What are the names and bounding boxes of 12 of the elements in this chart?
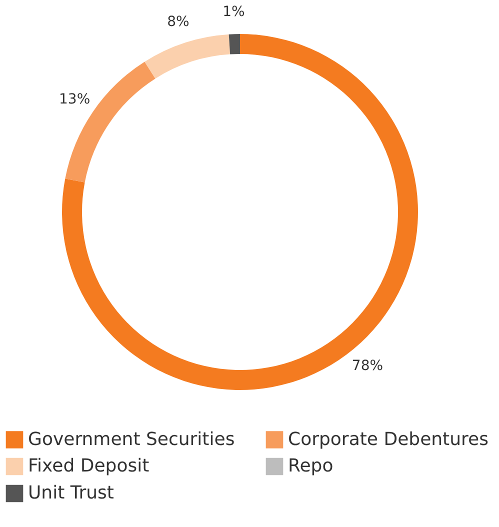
data-label: 1% [222, 4, 245, 20]
donut-slice [144, 34, 230, 79]
legend-label: Repo [288, 456, 334, 476]
legend-label: Government Securities [28, 428, 235, 450]
legend-label: Unit Trust [28, 482, 114, 504]
data-label: 8% [167, 14, 190, 30]
donut-slice [62, 34, 418, 390]
legend-label: Fixed Deposit [28, 456, 150, 476]
data-label: 78% [352, 358, 384, 374]
legend-label: Corporate Debentures [288, 428, 488, 450]
data-label: 13% [59, 92, 90, 108]
donut-slice [228, 34, 240, 54]
